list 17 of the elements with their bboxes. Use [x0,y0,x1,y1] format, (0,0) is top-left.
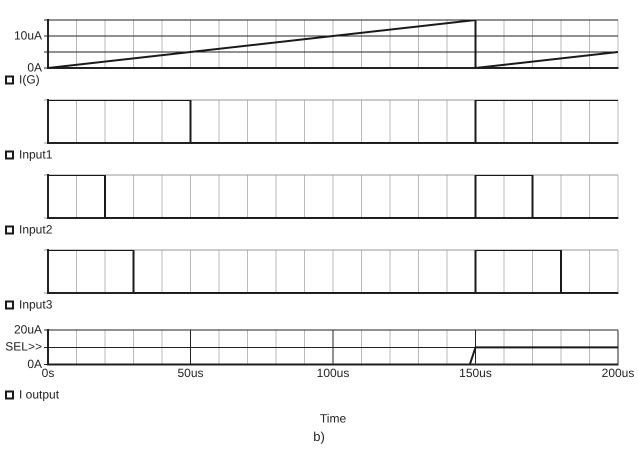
y-tick-label: 0A [27,60,42,74]
legend-label: Input1 [19,147,53,162]
x-tick-label: 100us [316,366,350,380]
x-tick-label: 0s [42,366,54,380]
y-tick-label: 0A [27,356,42,371]
text: b) [312,429,326,444]
x-tick-label: 50us [177,366,204,380]
legend-label: I(G) [19,72,40,86]
y-tick-label: 10uA [14,28,42,42]
y-tick-label: SEL>> [5,340,42,354]
x-tick-label: 150us [459,366,492,380]
legend-label: I output [19,387,60,402]
x-axis-title: Time [320,411,346,426]
legend-label: Input3 [19,297,53,312]
legend-label: Input2 [19,222,53,236]
y-tick-label: 20uA [14,322,42,337]
x-tick-label: 200us [602,366,634,380]
